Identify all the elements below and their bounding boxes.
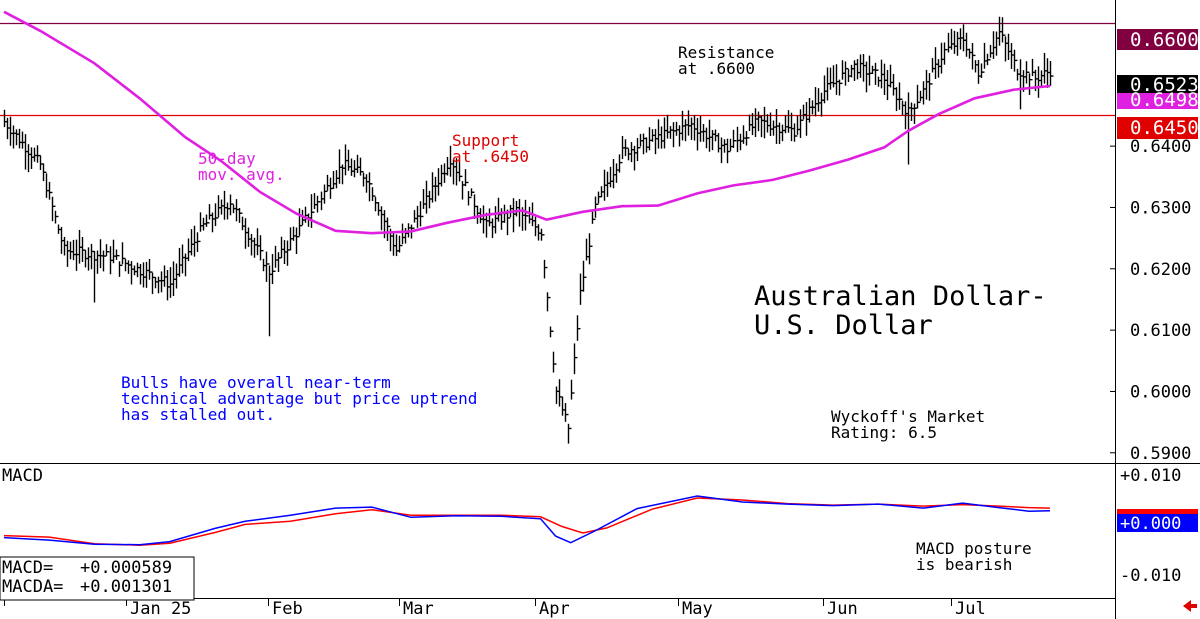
support-value-box bbox=[1117, 117, 1198, 139]
last-price-value-box bbox=[1117, 75, 1198, 95]
macda-readout-label: MACDA= bbox=[2, 577, 63, 597]
macd-readout-box bbox=[0, 556, 195, 601]
date-tick-label: Feb bbox=[272, 599, 303, 619]
macda-line bbox=[3, 497, 1051, 546]
support-note: Support at .6450 bbox=[452, 131, 529, 166]
price-tick-label: 0.6100 bbox=[1130, 321, 1191, 341]
macd-line bbox=[3, 495, 1051, 546]
price-bars bbox=[3, 16, 1054, 444]
moving-average-value-box bbox=[1117, 93, 1198, 109]
price-tick-label: 0.6000 bbox=[1130, 382, 1191, 402]
macd-posture-note: MACD posture is bearish bbox=[916, 539, 1032, 574]
price-tick-label: 0.5900 bbox=[1130, 444, 1191, 464]
macd-tick-top: +0.010 bbox=[1120, 466, 1181, 486]
moving-average-note: 50-day mov. avg. bbox=[198, 149, 285, 184]
scroll-left-arrow-icon[interactable] bbox=[1183, 600, 1197, 612]
price-tick-label: 0.6200 bbox=[1130, 260, 1191, 280]
resistance-note: Resistance at .6600 bbox=[678, 43, 774, 78]
date-tick-label: Mar bbox=[403, 599, 434, 619]
macd-value-box bbox=[1117, 514, 1198, 532]
date-tick-label: Jun bbox=[827, 599, 858, 619]
macda-value-box bbox=[1117, 509, 1198, 516]
resistance-value-box bbox=[1117, 29, 1198, 50]
macd-readout-label: MACD= bbox=[2, 558, 53, 578]
date-tick-label: Apr bbox=[539, 599, 570, 619]
macd-readout-value: +0.000589 bbox=[80, 558, 172, 578]
moving-average-value-label: 0.6498 bbox=[1130, 89, 1199, 111]
macd-tick-bottom: -0.010 bbox=[1120, 566, 1181, 586]
moving-average-line bbox=[3, 10, 1051, 235]
date-tick-label: Jul bbox=[955, 599, 986, 619]
price-tick-label: 0.6300 bbox=[1130, 198, 1191, 218]
last-price-value-label: 0.6523 bbox=[1130, 74, 1199, 96]
date-tick-label: May bbox=[682, 599, 713, 619]
macd-zero-label: +0.000 bbox=[1120, 514, 1181, 534]
support-value-label: 0.6450 bbox=[1130, 117, 1199, 139]
price-tick-label: 0.6400 bbox=[1130, 137, 1191, 157]
date-tick-label: Jan 25 bbox=[130, 599, 191, 619]
macd-lines bbox=[3, 495, 1051, 546]
macd-panel-title: MACD bbox=[2, 466, 43, 486]
commentary-note: Bulls have overall near-term technical ad… bbox=[121, 373, 477, 424]
chart-title: Australian Dollar-U.S. Dollar bbox=[754, 281, 1047, 341]
macda-readout-value: +0.001301 bbox=[80, 577, 172, 597]
market-rating-note: Wyckoff's Market Rating: 6.5 bbox=[831, 407, 985, 442]
price-axis: 0.6400 0.6300 0.6200 0.6100 0.6000 0.5900 bbox=[1110, 137, 1191, 464]
resistance-value-label: 0.6600 bbox=[1130, 29, 1199, 51]
date-axis: Jan 25 Feb Mar Apr May Jun Jul bbox=[4, 598, 986, 619]
